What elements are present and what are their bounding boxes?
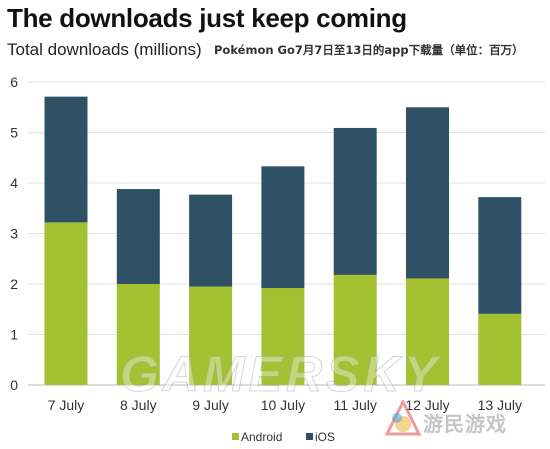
x-tick-label: 7 July (48, 397, 85, 413)
y-tick-label: 6 (10, 74, 18, 90)
bar-segment-ios (261, 166, 305, 289)
chart-subtitle: Total downloads (millions) (7, 40, 202, 59)
legend-swatch (306, 433, 313, 440)
x-tick-label: 8 July (120, 397, 157, 413)
x-tick-label: 12 July (405, 397, 449, 413)
bar-segment-android (478, 313, 522, 385)
x-tick-label: 10 July (261, 397, 305, 413)
y-tick-label: 3 (10, 226, 18, 242)
bar-segment-android (406, 278, 449, 385)
bar-segment-android (189, 286, 233, 385)
bar-segment-android (44, 222, 88, 385)
legend-swatch (232, 433, 239, 440)
watermark-text-chinese: 游民游戏 (423, 412, 507, 436)
bar-segment-ios (333, 127, 377, 275)
bar-segment-android (333, 274, 377, 385)
y-tick-label: 5 (10, 125, 18, 141)
bar-segment-ios (406, 107, 449, 279)
bars (44, 96, 522, 385)
chart-subtitle-chinese: Pokémon Go7月7日至13日的app下载量（单位：百万） (214, 43, 524, 57)
x-tick-label: 9 July (192, 397, 229, 413)
x-tick-label: 13 July (478, 397, 522, 413)
y-tick-label: 1 (10, 327, 18, 343)
x-tick-label: 11 July (334, 397, 377, 413)
bar-segment-ios (478, 197, 522, 314)
bar-segment-ios (189, 194, 233, 287)
x-axis-ticks: 7 July 8 July 9 July 10 July 11 July 12 July 1… (48, 397, 522, 413)
y-tick-label: 0 (10, 377, 18, 393)
watermark-logo-icon (384, 400, 422, 436)
y-tick-label: 2 (10, 276, 18, 292)
chart-title: The downloads just keep coming (7, 3, 407, 33)
legend-label: iOS (315, 430, 335, 444)
bar-segment-android (261, 288, 305, 385)
bar-segment-ios (44, 96, 88, 223)
bar-segment-ios (116, 189, 160, 284)
y-axis-ticks: 0 1 2 3 4 5 6 (10, 74, 18, 393)
legend-label: Android (241, 430, 282, 444)
legend: Android iOS (232, 430, 335, 444)
y-tick-label: 4 (10, 175, 18, 191)
bar-segment-android (116, 284, 160, 385)
